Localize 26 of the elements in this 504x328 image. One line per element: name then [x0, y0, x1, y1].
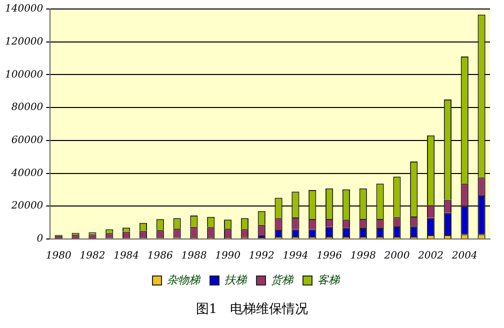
y-tick-label: 0	[36, 234, 44, 245]
legend-label: 货梯	[271, 273, 294, 286]
y-tick-label: 40000	[10, 168, 44, 179]
y-tick-label: 80000	[11, 102, 44, 114]
x-tick-label: 1990	[215, 250, 242, 262]
x-tick-label: 1980	[46, 250, 72, 262]
x-tick-label: 1988	[181, 250, 207, 262]
x-tick-label: 1996	[316, 250, 343, 262]
x-tick-label: 1982	[80, 250, 106, 262]
y-tick-label: 100000	[4, 69, 44, 80]
y-tick-label: 60000	[11, 135, 44, 146]
x-tick-label: 2004	[450, 250, 478, 262]
x-tick-label: 1984	[114, 250, 140, 262]
legend-label: 扶梯	[224, 273, 248, 286]
legend-label: 杂物梯	[167, 273, 201, 286]
x-tick-label: 1994	[282, 250, 308, 262]
x-tick-label: 1998	[350, 250, 376, 262]
x-tick-label: 1992	[248, 250, 274, 262]
y-tick-label: 20000	[10, 200, 44, 212]
text: 图1 电梯维保情况	[194, 301, 310, 318]
x-tick-label: 2000	[383, 250, 410, 262]
y-tick-label: 140000	[4, 4, 44, 15]
y-tick-label: 120000	[4, 36, 44, 48]
legend-label: 客梯	[318, 273, 340, 286]
x-tick-label: 1986	[147, 250, 174, 262]
x-tick-label: 2002	[417, 250, 444, 262]
